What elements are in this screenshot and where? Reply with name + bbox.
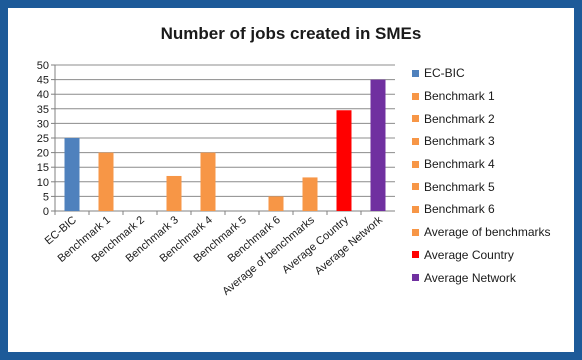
legend-label: Benchmark 1 — [424, 89, 495, 104]
chart-legend: EC-BIC Benchmark 1 Benchmark 2 Benchmark 3 B… — [412, 62, 551, 289]
legend-label: Benchmark 2 — [424, 111, 495, 126]
legend-swatch — [412, 160, 419, 168]
legend-item: Benchmark 5 — [412, 175, 551, 198]
legend-item: Benchmark 2 — [412, 107, 551, 130]
chart-panel: Number of jobs created in SMEs 0 5 10 15 20 2… — [8, 8, 574, 352]
legend-label: Average Network — [424, 270, 516, 285]
legend-swatch — [412, 274, 419, 282]
bar — [336, 110, 352, 211]
bar — [98, 152, 114, 211]
legend-item: Average Country — [412, 244, 551, 267]
legend-item: Benchmark 3 — [412, 130, 551, 153]
y-tick-label: 20 — [37, 148, 49, 160]
y-tick-label: 5 — [43, 191, 49, 203]
y-tick-label: 35 — [37, 104, 49, 116]
legend-label: Benchmark 5 — [424, 179, 495, 194]
legend-item: Average of benchmarks — [412, 221, 551, 244]
bar — [200, 152, 216, 211]
y-tick-label: 25 — [37, 133, 49, 145]
legend-label: Benchmark 3 — [424, 134, 495, 149]
legend-item: EC-BIC — [412, 62, 551, 85]
legend-swatch — [412, 183, 419, 191]
bar — [64, 138, 80, 211]
legend-swatch — [412, 115, 419, 123]
legend-swatch — [412, 92, 419, 100]
legend-label: Benchmark 4 — [424, 157, 495, 172]
legend-swatch — [412, 205, 419, 213]
legend-label: Benchmark 6 — [424, 202, 495, 217]
legend-label: Average of benchmarks — [424, 225, 551, 240]
legend-swatch — [412, 228, 419, 236]
bar — [370, 79, 386, 211]
legend-item: Benchmark 6 — [412, 198, 551, 221]
y-tick-label: 30 — [37, 118, 49, 130]
y-tick-label: 50 — [37, 60, 49, 72]
legend-item: Average Network — [412, 266, 551, 289]
legend-label: EC-BIC — [424, 66, 465, 81]
y-tick-label: 10 — [37, 177, 49, 189]
legend-item: Benchmark 1 — [412, 85, 551, 108]
bar — [302, 177, 318, 211]
legend-item: Benchmark 4 — [412, 153, 551, 176]
legend-swatch — [412, 137, 419, 145]
bar — [268, 196, 284, 211]
y-tick-label: 40 — [37, 89, 49, 101]
y-tick-label: 15 — [37, 162, 49, 174]
legend-swatch — [412, 251, 419, 259]
bar — [166, 175, 182, 211]
y-tick-label: 45 — [37, 75, 49, 87]
y-tick-label: 0 — [43, 206, 49, 218]
legend-label: Average Country — [424, 247, 514, 262]
legend-swatch — [412, 69, 419, 77]
chart-title: Number of jobs created in SMEs — [160, 24, 422, 43]
